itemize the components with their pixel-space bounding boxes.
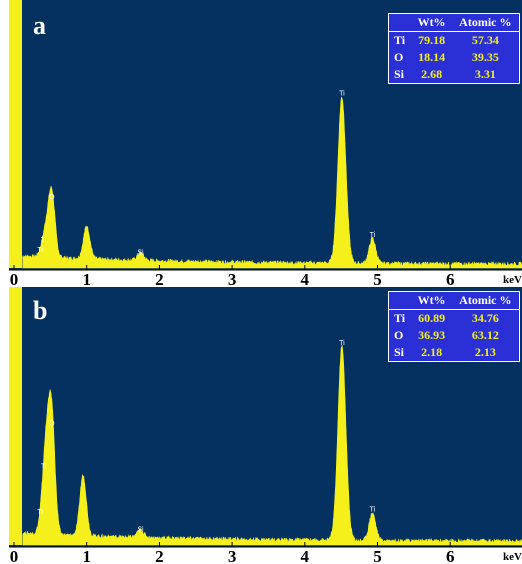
- peak-label-ti: Ti: [370, 506, 376, 513]
- spectrum-area: [22, 344, 522, 546]
- x-tick-label: 4: [301, 547, 310, 564]
- x-tick-label: 3: [228, 270, 237, 287]
- element-cell: Si: [394, 345, 405, 359]
- zero-energy-peak: [9, 287, 22, 545]
- x-tick-label: 4: [301, 270, 310, 287]
- x-tick-label: 2: [155, 547, 164, 564]
- peak-label-ti: Ti: [41, 237, 47, 244]
- table-header-wt: Wt%: [411, 13, 452, 32]
- zero-energy-peak: [9, 0, 22, 268]
- element-cell: O: [394, 50, 404, 64]
- x-ticks-b: 0 1 2 3 4 5 6: [10, 542, 455, 564]
- peak-label-ti: Ti: [37, 247, 43, 254]
- table-header-wt: Wt%: [411, 291, 452, 310]
- x-tick-label: 1: [82, 270, 91, 287]
- spectrum-series-b: [9, 287, 522, 546]
- x-unit-label-a: keV: [503, 274, 522, 286]
- table-header-atomic: Atomic %: [451, 291, 520, 310]
- atomic-cell: 2.13: [474, 345, 496, 359]
- table-header-atomic: Atomic %: [451, 13, 520, 32]
- table-row: Ti 60.89 34.76: [389, 310, 520, 328]
- spectrum-panel-a: O Ti Ti Si Ti Ti 0 1 2 3 4 5 6 keV a Wt% Atomic % T…: [9, 0, 522, 287]
- element-cell: Ti: [394, 311, 406, 325]
- atomic-cell: 34.76: [471, 311, 499, 325]
- atomic-cell: 3.31: [474, 67, 496, 81]
- peak-labels-a: O Ti Ti Si Ti Ti: [37, 91, 375, 257]
- table-row: Si 2.18 2.13: [389, 344, 520, 362]
- table-header-row: Wt% Atomic %: [388, 13, 520, 32]
- peak-labels-b: O Ti Ti Si Ti Ti: [37, 340, 375, 534]
- x-tick-label: 0: [10, 547, 19, 564]
- element-cell: Ti: [394, 33, 406, 47]
- table-header-element: [388, 291, 412, 310]
- table-row: O 36.93 63.12: [389, 327, 520, 344]
- wt-cell: 79.18: [418, 33, 446, 47]
- x-tick-label: 6: [446, 270, 455, 287]
- spectrum-area: [22, 96, 522, 269]
- peak-label-o: O: [49, 421, 55, 428]
- x-tick-label: 3: [228, 547, 237, 564]
- panel-letter-a: a: [33, 11, 46, 40]
- table-row: Si 2.68 3.31: [389, 66, 520, 84]
- atomic-cell: 39.35: [471, 50, 499, 64]
- panel-letter-b: b: [33, 296, 47, 325]
- spectrum-series-a: [9, 0, 522, 269]
- wt-cell: 2.68: [421, 67, 443, 81]
- table-row: O 18.14 39.35: [389, 49, 520, 66]
- element-cell: Si: [394, 67, 405, 81]
- peak-label-ti: Ti: [41, 463, 47, 470]
- x-tick-label: 6: [446, 547, 455, 564]
- x-tick-label: 5: [373, 270, 382, 287]
- composition-table-b: Wt% Atomic % Ti 60.89 34.76 O 36.93 63.1…: [388, 291, 520, 362]
- peak-label-ti: Ti: [339, 91, 345, 98]
- x-tick-label: 2: [155, 270, 164, 287]
- wt-cell: 60.89: [418, 311, 446, 325]
- peak-label-ti: Ti: [370, 232, 376, 239]
- x-tick-label: 0: [10, 270, 19, 287]
- peak-label-ti: Ti: [339, 340, 345, 347]
- x-unit-label-b: keV: [503, 551, 522, 563]
- x-tick-label: 1: [82, 547, 91, 564]
- element-cell: O: [394, 328, 404, 342]
- table-header-row: Wt% Atomic %: [388, 291, 520, 310]
- table-header-element: [388, 13, 412, 32]
- composition-table-a: Wt% Atomic % Ti 79.18 57.34 O 18.14 39.3…: [388, 13, 520, 84]
- atomic-cell: 63.12: [471, 328, 499, 342]
- x-ticks-a: 0 1 2 3 4 5 6: [10, 265, 455, 287]
- wt-cell: 18.14: [418, 50, 446, 64]
- peak-label-o: O: [49, 194, 55, 201]
- wt-cell: 36.93: [418, 328, 446, 342]
- table-row: Ti 79.18 57.34: [389, 32, 520, 50]
- peak-label-si: Si: [137, 249, 144, 256]
- peak-label-si: Si: [137, 526, 144, 533]
- peak-label-ti: Ti: [37, 509, 43, 516]
- atomic-cell: 57.34: [471, 33, 499, 47]
- wt-cell: 2.18: [421, 345, 443, 359]
- x-tick-label: 5: [373, 547, 382, 564]
- spectrum-panel-b: O Ti Ti Si Ti Ti 0 1 2 3 4 5 6 keV b Wt% Atomic % T…: [0, 287, 522, 564]
